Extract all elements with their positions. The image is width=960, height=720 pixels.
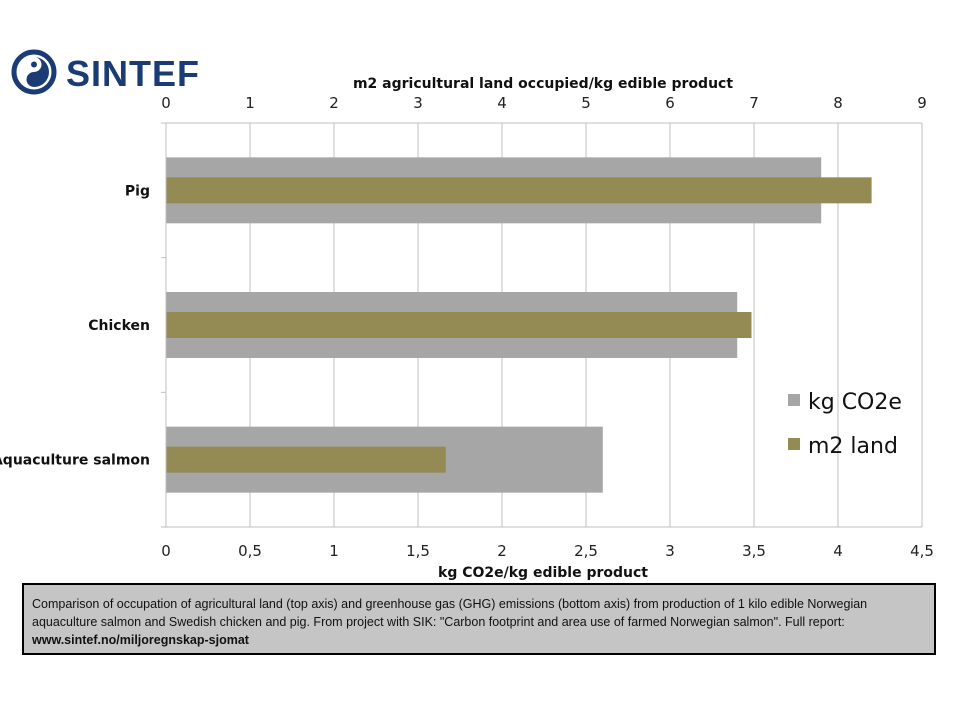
caption-box: Comparison of occupation of agricultural… [22,583,936,655]
top-axis-title: m2 agricultural land occupied/kg edible … [353,76,733,92]
bar-chart: 0 1 2 3 4 5 6 7 8 9 0 0,5 1 1,5 2 2,5 3 3,5 4 4,5 Pig Chicken… [0,76,934,581]
sintef-logo: SINTEF [11,49,200,95]
caption-text: Comparison of occupation of agricultural… [32,597,868,629]
top-tick-label: 9 [917,94,927,112]
bottom-tick-label: 1,5 [406,542,430,560]
legend-label-co2: kg CO2e [808,390,902,415]
bar-land [166,312,752,338]
top-tick-label: 0 [161,94,171,112]
legend-swatch-land [788,438,800,450]
category-label: Chicken [88,318,150,334]
bottom-tick-label: 2 [497,542,507,560]
bottom-tick-label: 3,5 [742,542,766,560]
legend-label-land: m2 land [808,434,898,459]
legend-swatch-co2 [788,394,800,406]
top-tick-label: 7 [749,94,759,112]
sintef-emblem-icon [11,49,57,95]
bottom-axis-title: kg CO2e/kg edible product [438,565,648,581]
logo-text: SINTEF [66,53,200,94]
bars [166,157,872,493]
top-tick-label: 5 [581,94,591,112]
axes: 0 1 2 3 4 5 6 7 8 9 0 0,5 1 1,5 2 2,5 3 3,5 4 4,5 Pig Chicken… [0,94,934,560]
bar-land [166,177,872,204]
bottom-tick-label: 2,5 [574,542,598,560]
bottom-tick-label: 0 [161,542,171,560]
top-tick-label: 6 [665,94,675,112]
bottom-tick-label: 4 [833,542,843,560]
top-tick-label: 3 [413,94,423,112]
bottom-tick-label: 4,5 [910,542,934,560]
top-tick-label: 1 [245,94,255,112]
bottom-tick-label: 1 [329,542,339,560]
bar-land [166,446,446,473]
bottom-tick-label: 3 [665,542,675,560]
report-link[interactable]: www.sintef.no/miljoregnskap-sjomat [32,633,249,647]
bottom-tick-label: 0,5 [238,542,262,560]
top-tick-label: 4 [497,94,507,112]
legend: kg CO2e m2 land [788,390,902,459]
top-tick-label: 2 [329,94,339,112]
category-label: Pig [125,183,150,199]
category-label: Aquaculture salmon [0,453,150,469]
top-tick-label: 8 [833,94,843,112]
